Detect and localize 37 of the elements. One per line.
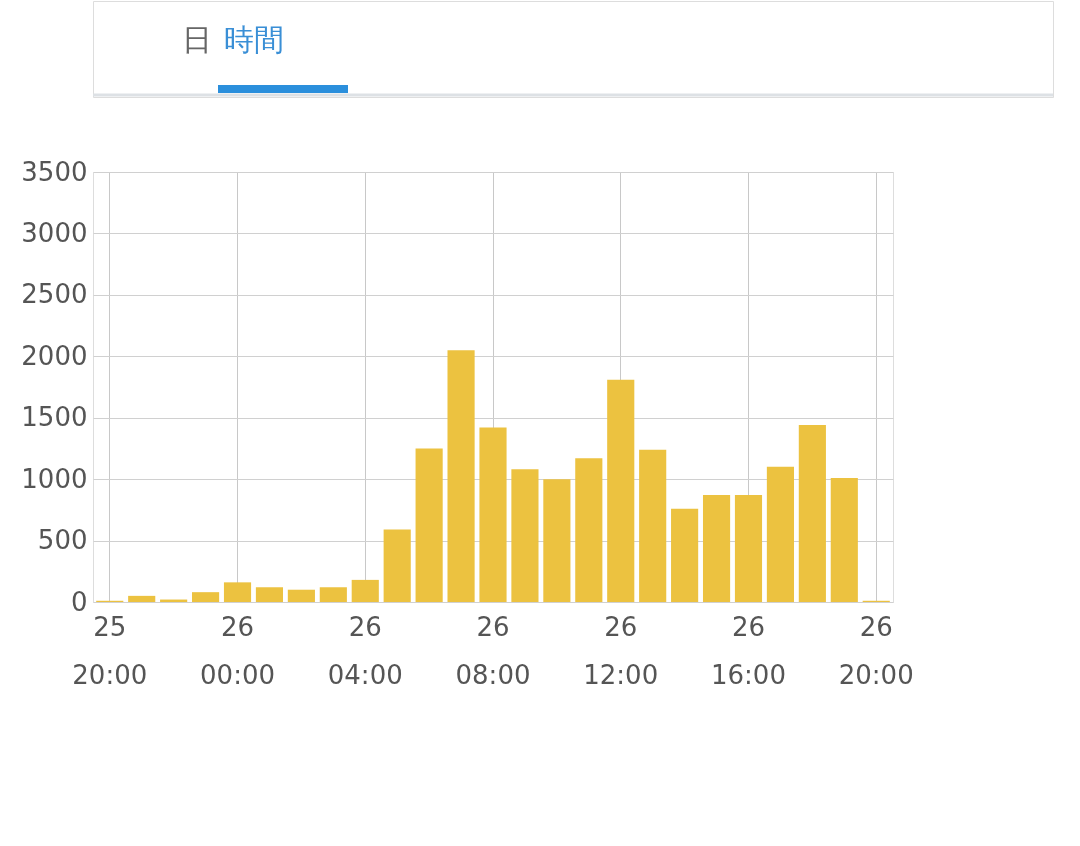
text: 時間: [224, 22, 285, 57]
bar: [192, 592, 220, 602]
bar: [383, 529, 411, 602]
y-tick-label: 3500: [21, 156, 88, 187]
bar: [255, 587, 284, 602]
bar: [702, 495, 731, 602]
bar: [287, 589, 315, 602]
bar: [798, 425, 826, 602]
y-tick-label: 500: [37, 525, 88, 556]
bar: [543, 479, 571, 602]
bar: [351, 579, 379, 602]
bar: [479, 427, 507, 602]
bar: [671, 508, 699, 602]
x-tick-label: 26 12:00: [583, 611, 659, 690]
bar: [415, 448, 443, 602]
x-tick-label: 26 00:00: [200, 611, 275, 690]
x-tick-label: 26 04:00: [327, 611, 403, 690]
text: 日: [181, 22, 212, 57]
x-tick-label: 26 16:00: [711, 611, 786, 690]
y-tick-label: 2500: [21, 279, 88, 310]
bar: [511, 469, 539, 602]
x-tick-label: 26 20:00: [838, 611, 914, 690]
x-tick-label: 26 08:00: [455, 611, 531, 690]
bar: [223, 582, 252, 602]
bar: [447, 350, 475, 602]
bar: [575, 458, 603, 602]
y-tick-label: 1500: [21, 402, 88, 433]
bar: [128, 595, 156, 602]
y-tick-label: 1000: [21, 463, 88, 494]
bar: [766, 466, 794, 602]
bar: [639, 449, 667, 602]
y-tick-label: 3000: [21, 217, 88, 248]
bar: [734, 495, 763, 602]
bar: [607, 379, 635, 602]
bar: [319, 587, 347, 602]
y-tick-label: 2000: [21, 340, 88, 371]
bar: [830, 477, 858, 602]
